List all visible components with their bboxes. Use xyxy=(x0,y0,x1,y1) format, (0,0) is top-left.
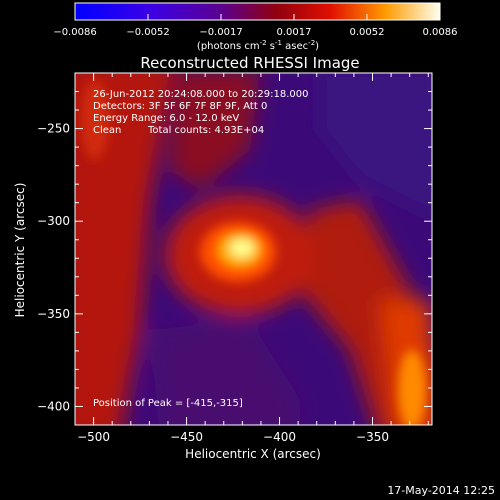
annotation-time: 26-Jun-2012 20:24:08.000 to 20:29:18.000 xyxy=(93,89,309,100)
colorbar-tick-label: 0.0052 xyxy=(350,27,385,38)
annotation-peak: Position of Peak = [-415,-315] xyxy=(93,398,243,409)
x-tick-label: −450 xyxy=(170,430,203,444)
colorbar-gradient xyxy=(75,3,440,20)
annotation-counts: Total counts: 4.93E+04 xyxy=(147,125,264,136)
x-axis: −500 −450 −400 −350 xyxy=(74,73,429,444)
chart-title: Reconstructed RHESSI Image xyxy=(140,54,359,72)
footer-date: 17-May-2014 12:25 xyxy=(387,484,495,497)
colorbar-ticks: −0.0086 −0.0052 −0.0017 0.0017 0.0052 0.0086 xyxy=(53,14,458,38)
y-tick-label: −350 xyxy=(37,307,70,321)
annotation-energy: Energy Range: 6.0 - 12.0 keV xyxy=(93,113,239,124)
heatmap-image xyxy=(75,73,432,425)
plot-frame xyxy=(74,72,433,426)
y-axis-label: Heliocentric Y (arcsec) xyxy=(13,183,27,318)
x-tick-label: −500 xyxy=(77,430,110,444)
colorbar-tick-label: 0.0086 xyxy=(423,27,458,38)
x-tick-label: −350 xyxy=(356,430,389,444)
annotations: 26-Jun-2012 20:24:08.000 to 20:29:18.000… xyxy=(93,89,309,409)
annotation-detectors: Detectors: 3F 5F 6F 7F 8F 9F, Att 0 xyxy=(93,101,267,112)
colorbar-tick-label: 0.0017 xyxy=(277,27,312,38)
colorbar-tick-label: −0.0017 xyxy=(199,27,242,38)
y-axis: −250 −300 −350 −400 xyxy=(37,72,432,426)
colorbar-unit: (photons cm-2 s-1 asec-2) xyxy=(197,39,319,52)
y-tick-label: −250 xyxy=(37,122,70,136)
y-tick-label: −400 xyxy=(37,399,70,413)
y-tick-label: −300 xyxy=(37,214,70,228)
colorbar-tick-label: −0.0052 xyxy=(126,27,169,38)
colorbar-frame xyxy=(74,2,441,21)
x-axis-label: Heliocentric X (arcsec) xyxy=(185,447,321,461)
colorbar: −0.0086 −0.0052 −0.0017 0.0017 0.0052 0.0086 … xyxy=(53,2,458,52)
annotation-clean: Clean xyxy=(93,125,121,136)
colorbar-tick-label: −0.0086 xyxy=(53,27,96,38)
x-tick-label: −400 xyxy=(263,430,296,444)
